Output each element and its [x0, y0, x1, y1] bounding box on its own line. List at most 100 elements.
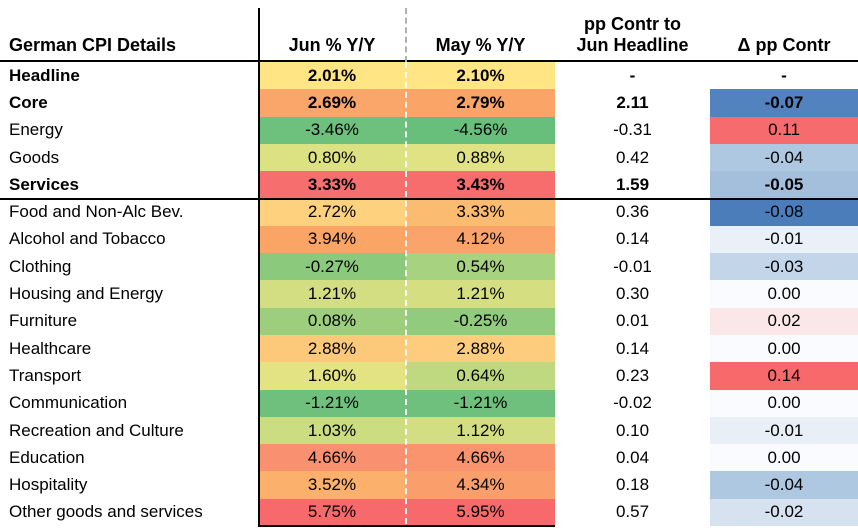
jun-yoy-cell: 2.88% — [258, 334, 406, 363]
may-yoy-cell: -1.21% — [406, 389, 555, 417]
pp-contr-cell: 0.18 — [615, 475, 650, 495]
table-row: Other goods and services 5.75% 5.95% 0.57 -0… — [0, 498, 858, 527]
jun-yoy-cell: 0.80% — [258, 143, 406, 172]
may-yoy-cell: 4.66% — [406, 444, 555, 472]
pp-contr-cell: -0.31 — [613, 120, 652, 140]
pp-contr-cell: 0.42 — [615, 147, 650, 167]
may-yoy-cell: 4.34% — [406, 471, 555, 499]
jun-yoy-cell: 0.08% — [258, 307, 406, 335]
jun-yoy-cell: 3.33% — [258, 171, 406, 199]
delta-pp-cell: - — [781, 65, 787, 85]
aggregate-component-separator — [0, 198, 858, 200]
delta-pp-cell: -0.07 — [710, 89, 858, 117]
row-label: Furniture — [9, 311, 78, 331]
row-label: Services — [9, 174, 79, 194]
delta-pp-cell: -0.05 — [710, 171, 858, 199]
jun-yoy-cell: 3.52% — [258, 471, 406, 499]
row-label: Transport — [9, 365, 82, 385]
table-row: Headline 2.01% 2.10% - - — [0, 62, 858, 90]
delta-pp-cell: -0.02 — [710, 498, 858, 527]
may-yoy-cell: 2.79% — [406, 89, 555, 117]
table-bottom-border — [258, 525, 555, 527]
jun-yoy-cell: 5.75% — [258, 498, 406, 527]
delta-pp-cell: 0.02 — [710, 307, 858, 335]
delta-pp-cell: 0.00 — [710, 334, 858, 363]
jun-yoy-cell: 2.72% — [258, 198, 406, 226]
pp-contr-cell: 0.10 — [615, 420, 650, 440]
header-underline — [0, 60, 858, 62]
row-label: Alcohol and Tobacco — [9, 229, 166, 249]
table-row: Healthcare 2.88% 2.88% 0.14 0.00 — [0, 334, 858, 363]
jun-yoy-cell: 1.60% — [258, 362, 406, 390]
jun-yoy-cell: 1.21% — [258, 280, 406, 308]
jun-yoy-cell: 1.03% — [258, 416, 406, 445]
delta-pp-cell: 0.11 — [710, 116, 858, 144]
jun-yoy-cell: 4.66% — [258, 444, 406, 472]
delta-pp-cell: -0.04 — [710, 471, 858, 499]
jun-may-dashed-divider-top — [405, 8, 407, 62]
table-row: Core 2.69% 2.79% 2.11 -0.07 — [0, 89, 858, 117]
may-yoy-cell: 2.88% — [406, 334, 555, 363]
pp-contr-cell: 0.14 — [615, 229, 650, 249]
jun-yoy-cell: -3.46% — [258, 116, 406, 144]
row-label: Communication — [9, 393, 128, 413]
may-yoy-cell: -0.25% — [406, 307, 555, 335]
pp-contr-cell: -0.01 — [613, 256, 652, 276]
column-header-delta-pp: Δ pp Contr — [737, 35, 831, 55]
column-header-pp-contr: pp Contr to Jun Headline — [555, 14, 710, 62]
pp-contr-cell: 1.59 — [615, 174, 650, 194]
row-label: Education — [9, 447, 85, 467]
column-header-may: May % Y/Y — [435, 35, 526, 55]
row-label: Food and Non-Alc Bev. — [9, 202, 184, 222]
delta-pp-cell: 0.00 — [710, 280, 858, 308]
delta-pp-cell: 0.14 — [710, 362, 858, 390]
may-yoy-cell: -4.56% — [406, 116, 555, 144]
may-yoy-cell: 3.33% — [406, 198, 555, 226]
table-row: Energy -3.46% -4.56% -0.31 0.11 — [0, 116, 858, 144]
table-row: Housing and Energy 1.21% 1.21% 0.30 0.00 — [0, 280, 858, 308]
jun-yoy-cell: 2.69% — [258, 89, 406, 117]
table-row: Recreation and Culture 1.03% 1.12% 0.10 -0.0… — [0, 416, 858, 445]
table-rows: Headline 2.01% 2.10% - - Core 2.69% 2.79% 2.11 -0… — [0, 62, 858, 527]
row-label: Housing and Energy — [9, 284, 164, 304]
table-row: Education 4.66% 4.66% 0.04 0.00 — [0, 444, 858, 472]
may-yoy-cell: 1.21% — [406, 280, 555, 308]
jun-yoy-cell: -1.21% — [258, 389, 406, 417]
may-yoy-cell: 2.10% — [406, 62, 555, 90]
table-row: Furniture 0.08% -0.25% 0.01 0.02 — [0, 307, 858, 335]
table-header: German CPI Details Jun % Y/Y May % Y/Y p… — [0, 0, 858, 62]
pp-contr-cell: 0.04 — [615, 447, 650, 467]
delta-pp-cell: 0.00 — [710, 444, 858, 472]
row-label: Goods — [9, 147, 60, 167]
table-row: Food and Non-Alc Bev. 2.72% 3.33% 0.36 -0.08 — [0, 198, 858, 226]
table-row: Clothing -0.27% 0.54% -0.01 -0.03 — [0, 253, 858, 281]
may-yoy-cell: 4.12% — [406, 225, 555, 254]
jun-yoy-cell: 2.01% — [258, 62, 406, 90]
may-yoy-cell: 1.12% — [406, 416, 555, 445]
row-label: Hospitality — [9, 475, 88, 495]
row-label: Headline — [9, 65, 80, 85]
row-label: Clothing — [9, 256, 72, 276]
delta-pp-cell: -0.04 — [710, 143, 858, 172]
pp-contr-cell: -0.02 — [613, 393, 652, 413]
pp-contr-cell: 0.30 — [615, 284, 650, 304]
jun-yoy-cell: 3.94% — [258, 225, 406, 254]
delta-pp-cell: -0.01 — [710, 225, 858, 254]
pp-contr-cell: 0.36 — [615, 202, 650, 222]
row-label: Energy — [9, 120, 63, 140]
pp-contr-cell: 0.01 — [615, 311, 650, 331]
delta-pp-cell: -0.01 — [710, 416, 858, 445]
delta-pp-cell: 0.00 — [710, 389, 858, 417]
table-row: Services 3.33% 3.43% 1.59 -0.05 — [0, 171, 858, 199]
jun-yoy-cell: -0.27% — [258, 253, 406, 281]
may-yoy-cell: 0.54% — [406, 253, 555, 281]
pp-contr-cell: 0.23 — [615, 365, 650, 385]
may-yoy-cell: 0.88% — [406, 143, 555, 172]
may-yoy-cell: 0.64% — [406, 362, 555, 390]
row-label: Other goods and services — [9, 502, 203, 522]
label-column-divider — [258, 8, 260, 527]
pp-contr-cell: 0.57 — [615, 502, 650, 522]
table-row: Communication -1.21% -1.21% -0.02 0.00 — [0, 389, 858, 417]
pp-contr-header-line1: pp Contr to — [584, 14, 681, 34]
